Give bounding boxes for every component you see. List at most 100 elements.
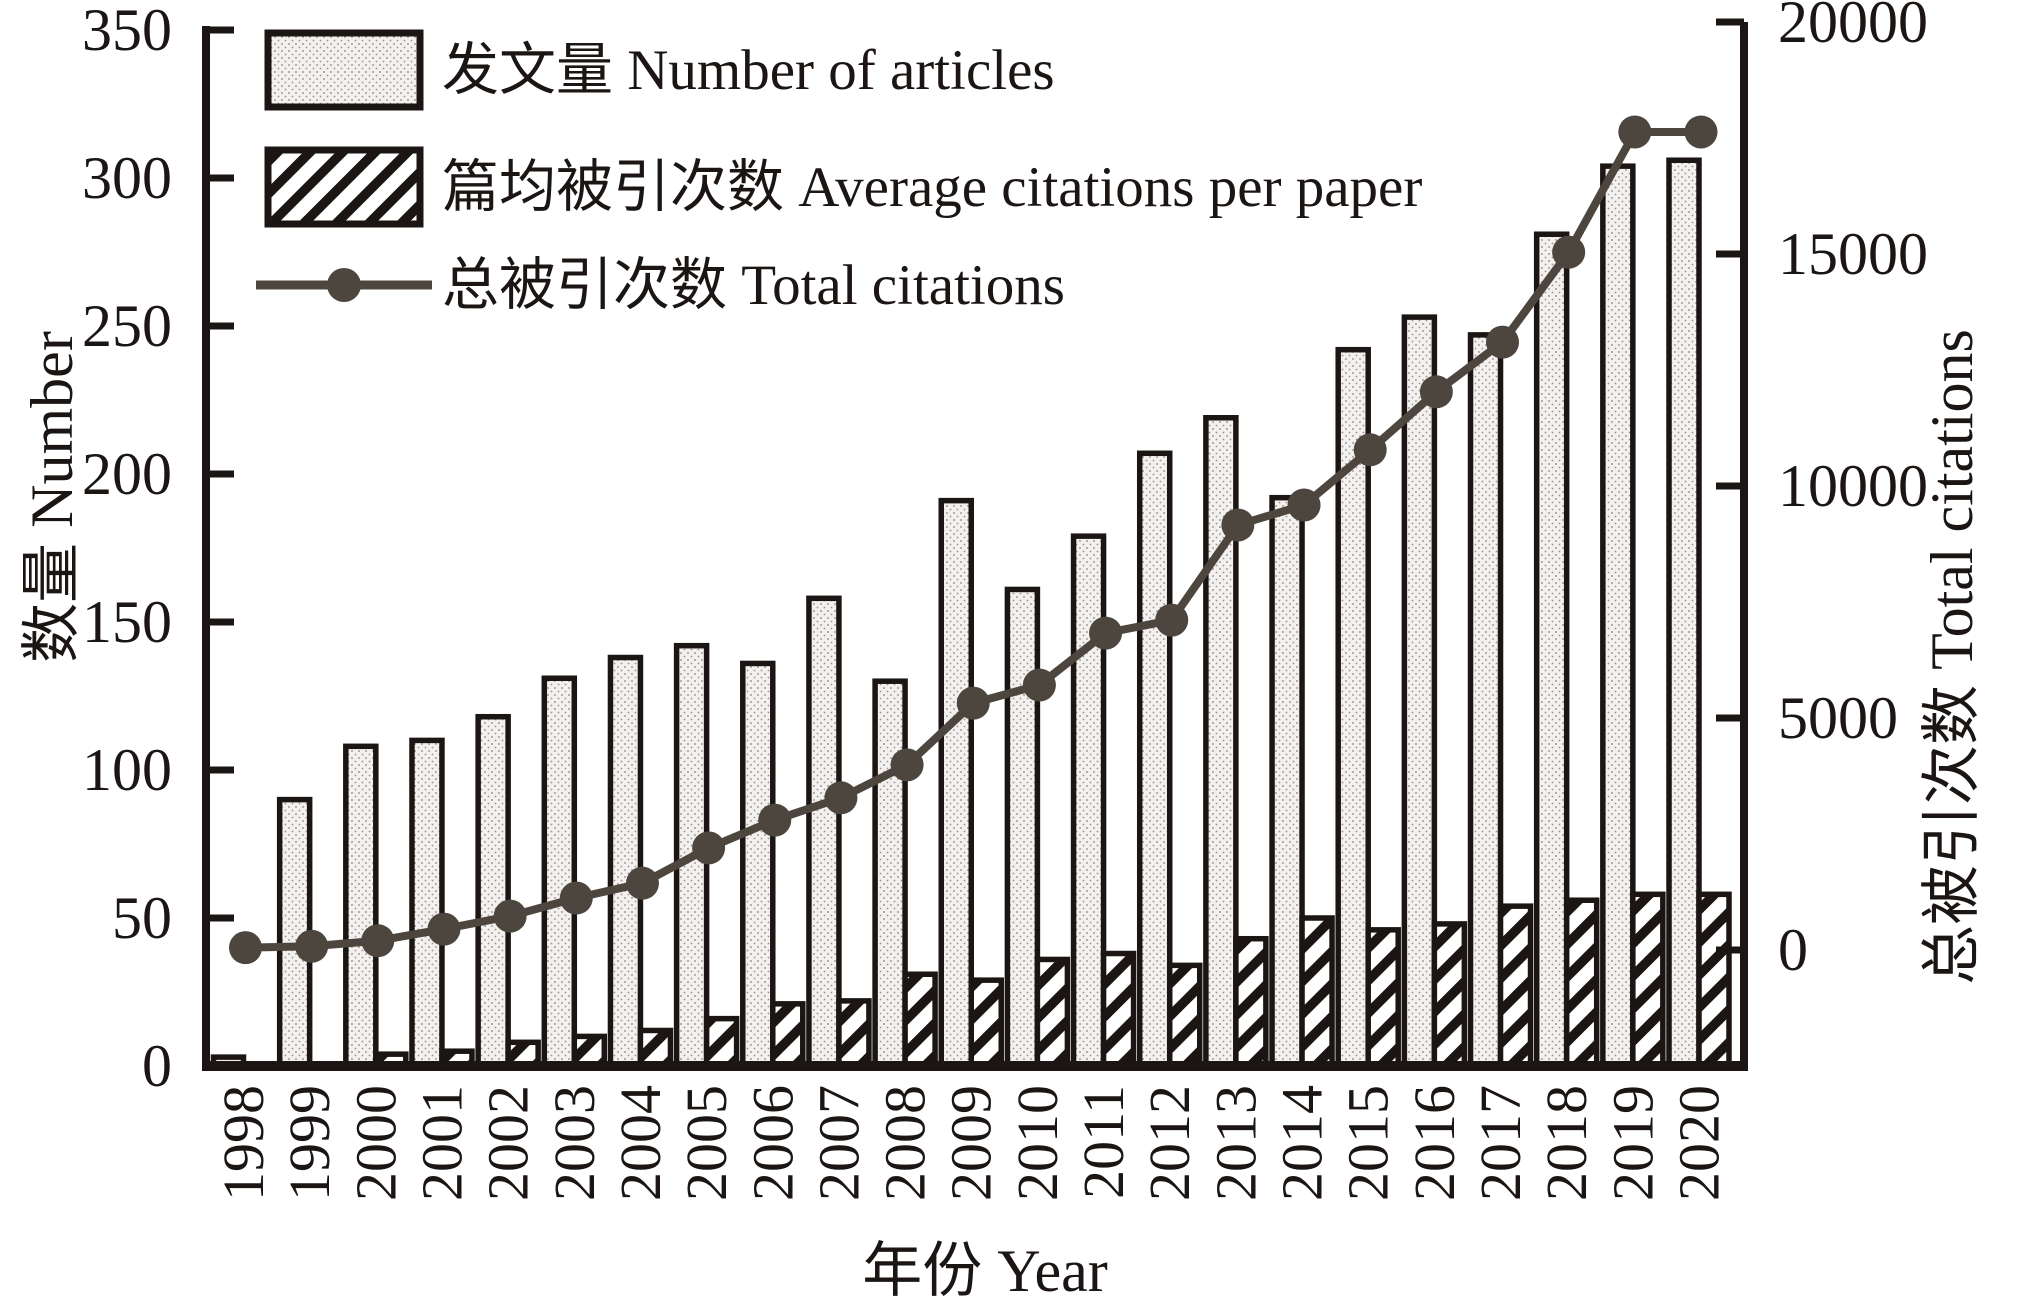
- bar-average-citations-2007: [836, 998, 872, 1069]
- year-label-2016: 2016: [1402, 1085, 1467, 1201]
- total-citations-point-2005: [692, 831, 726, 865]
- bar-average-citations-2018: [1563, 897, 1600, 1069]
- total-citations-point-2004: [625, 866, 659, 900]
- bar-articles-2001: [409, 737, 445, 1069]
- legend-label-average-citations: 篇均被引次数 Average citations per paper: [442, 156, 1423, 219]
- total-citations-point-2009: [956, 686, 990, 720]
- total-citations-point-2011: [1089, 616, 1123, 650]
- bar-average-citations-2020: [1696, 891, 1732, 1069]
- bar-average-citations-2016: [1431, 921, 1468, 1069]
- bar-average-citations-2006: [770, 1001, 806, 1069]
- year-label-2020: 2020: [1666, 1085, 1731, 1201]
- year-label-1998: 1998: [211, 1085, 276, 1201]
- bar-average-citations-2015: [1365, 927, 1401, 1069]
- total-citations-point-2018: [1552, 235, 1586, 269]
- year-label-2009: 2009: [939, 1085, 1004, 1201]
- total-citations-point-2015: [1353, 433, 1387, 467]
- legend-swatch-articles: [264, 29, 424, 111]
- bar-series-average-citations: [240, 891, 1732, 1069]
- total-citations-point-2020: [1684, 115, 1718, 149]
- year-label-2008: 2008: [873, 1085, 938, 1201]
- bar-articles-2009: [938, 497, 974, 1069]
- total-citations-point-2002: [493, 899, 527, 933]
- bar-articles-2000: [343, 743, 379, 1069]
- bar-articles-2007: [806, 595, 842, 1069]
- bar-articles-2014: [1269, 494, 1305, 1069]
- year-label-2001: 2001: [409, 1085, 474, 1201]
- total-citations-point-1998: [229, 931, 262, 965]
- total-citations-point-2007: [824, 781, 858, 815]
- total-citations-point-2017: [1486, 325, 1520, 359]
- right-axis-tick-label: 20000: [1778, 0, 1928, 55]
- bar-articles-2010: [1004, 586, 1041, 1069]
- bar-average-citations-2012: [1166, 962, 1203, 1069]
- bar-average-citations-2017: [1497, 903, 1534, 1069]
- legend-label-articles: 发文量 Number of articles: [442, 39, 1055, 102]
- bar-articles-2019: [1600, 163, 1636, 1069]
- left-axis-tick-label: 0: [142, 1033, 172, 1099]
- axes: 0 50 100 150 200 250 300 350 0 5000 10000 15000 2000…: [82, 0, 1928, 1201]
- left-axis-tick-label: 150: [82, 589, 172, 655]
- total-citations-point-2010: [1022, 668, 1056, 702]
- total-citations-point-2016: [1419, 375, 1453, 409]
- bar-articles-2008: [872, 678, 908, 1069]
- legend-label-total-citations: 总被引次数 Total citations: [442, 254, 1065, 317]
- total-citations-point-2006: [758, 803, 792, 837]
- bar-series-articles: [210, 157, 1702, 1069]
- total-citations-point-2008: [890, 748, 924, 782]
- right-axis-tick-label: 15000: [1778, 221, 1928, 287]
- right-axis-tick-label: 10000: [1778, 453, 1928, 519]
- year-label-2010: 2010: [1005, 1085, 1070, 1201]
- bar-average-citations-2013: [1233, 935, 1269, 1069]
- bar-average-citations-2004: [637, 1027, 674, 1069]
- bar-articles-2012: [1136, 450, 1173, 1069]
- left-axis-tick-label: 50: [112, 885, 172, 951]
- year-label-2013: 2013: [1203, 1085, 1268, 1201]
- total-citations-point-2019: [1618, 115, 1652, 149]
- total-citations-point-2000: [361, 924, 395, 958]
- bar-articles-2002: [475, 713, 511, 1069]
- year-label-2000: 2000: [343, 1085, 408, 1201]
- total-citations-point-2012: [1155, 603, 1189, 637]
- legend: [256, 29, 432, 302]
- total-citations-point-2014: [1287, 488, 1321, 522]
- bar-average-citations-2019: [1630, 891, 1666, 1069]
- total-citations-point-1999: [295, 929, 329, 963]
- total-citations-point-2003: [559, 881, 593, 915]
- line-series-total-citations: [229, 115, 1718, 965]
- year-label-2007: 2007: [806, 1085, 871, 1201]
- total-citations-point-2013: [1221, 508, 1255, 542]
- year-label-2012: 2012: [1137, 1085, 1202, 1201]
- year-label-1999: 1999: [277, 1085, 342, 1201]
- right-axis-title: 总被引次数 Total citations: [1919, 329, 1985, 985]
- year-label-2006: 2006: [740, 1085, 805, 1201]
- year-label-2018: 2018: [1534, 1085, 1599, 1201]
- left-axis-tick-label: 250: [82, 293, 172, 359]
- left-axis-tick-label: 100: [82, 737, 172, 803]
- left-axis-tick-label: 350: [82, 0, 172, 63]
- bar-articles-2017: [1467, 332, 1504, 1069]
- x-axis-title: 年份 Year: [862, 1238, 1108, 1304]
- legend-swatch-average-citations: [264, 146, 424, 228]
- year-label-2002: 2002: [476, 1085, 541, 1201]
- year-label-2003: 2003: [542, 1085, 607, 1201]
- bar-average-citations-2009: [968, 977, 1004, 1069]
- year-label-2004: 2004: [608, 1085, 673, 1201]
- year-label-2017: 2017: [1468, 1085, 1533, 1201]
- year-label-2005: 2005: [674, 1085, 739, 1201]
- bar-articles-2020: [1666, 157, 1702, 1069]
- bar-average-citations-2010: [1034, 956, 1071, 1069]
- year-label-2011: 2011: [1071, 1085, 1136, 1199]
- bar-average-citations-2011: [1100, 950, 1137, 1069]
- left-axis-tick-label: 200: [82, 441, 172, 507]
- left-axis-title: 数量 Number: [19, 331, 85, 663]
- bar-average-citations-2008: [902, 971, 938, 1069]
- total-citations-point-2001: [427, 912, 461, 946]
- bar-articles-2018: [1533, 231, 1570, 1069]
- bar-articles-2011: [1070, 533, 1107, 1069]
- legend-marker-total-citations: [327, 268, 361, 302]
- bar-articles-2006: [740, 660, 776, 1069]
- bar-articles-2016: [1401, 314, 1438, 1069]
- bar-articles-2003: [541, 675, 578, 1069]
